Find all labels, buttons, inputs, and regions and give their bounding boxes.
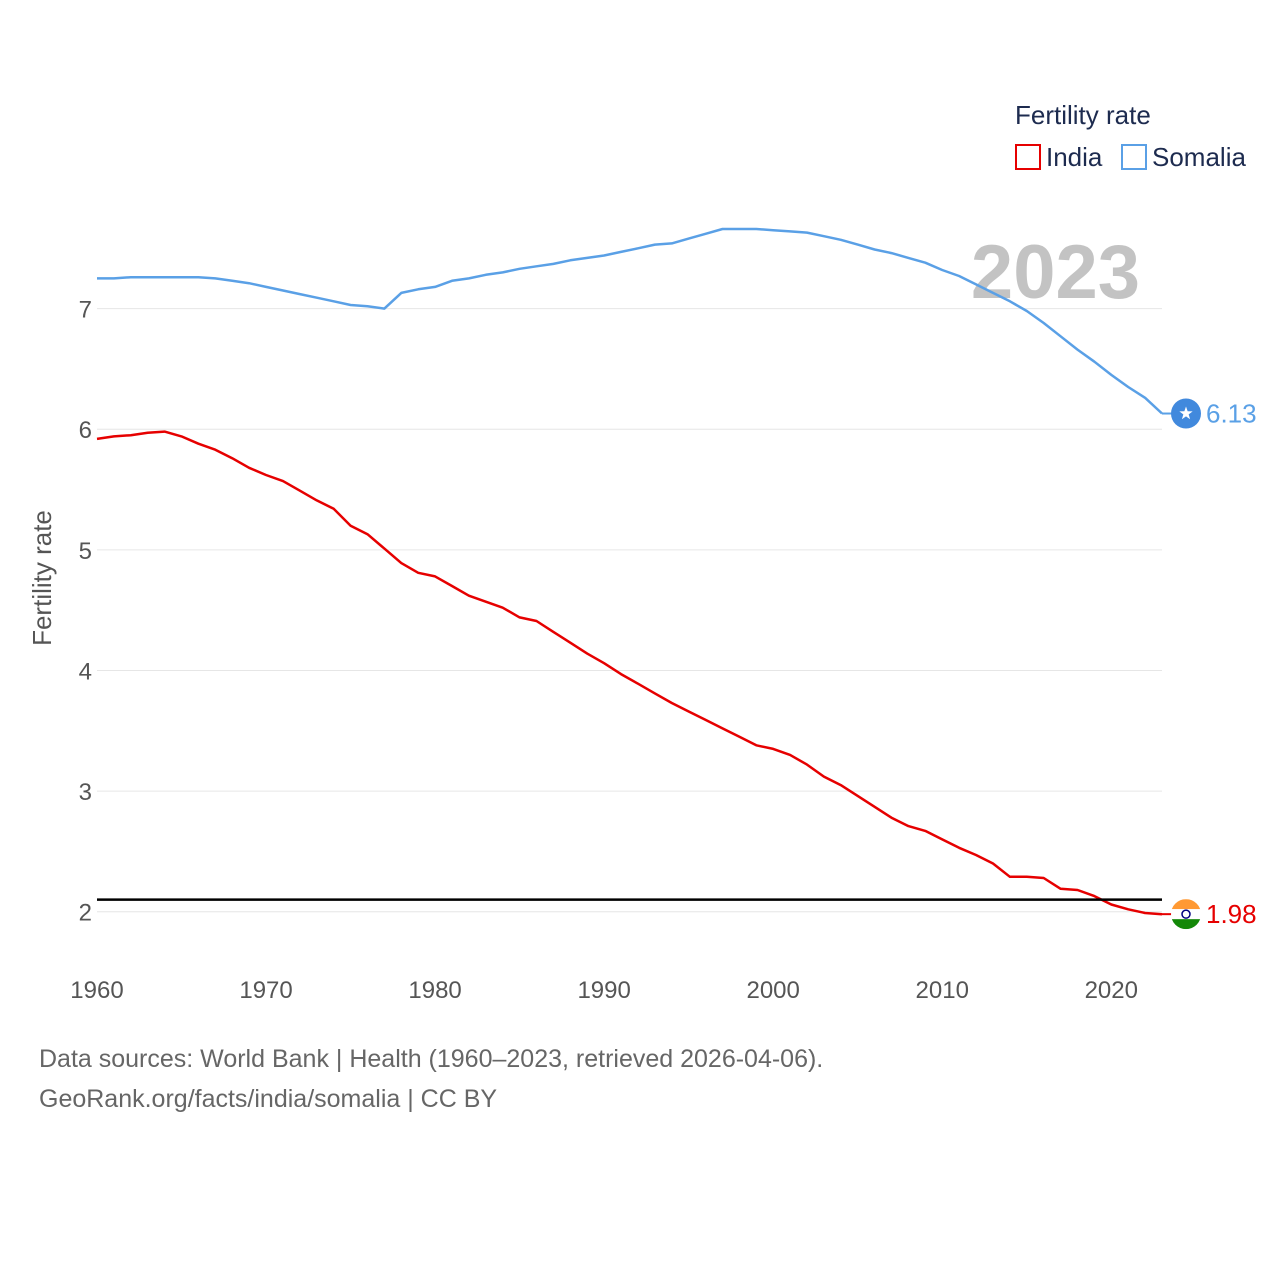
y-tick-label-7: 7 (79, 297, 92, 324)
source-note: Data sources: World Bank | Health (1960–… (39, 1045, 824, 1073)
y-tick-label-6: 6 (79, 417, 92, 444)
year-label: 2023 (971, 230, 1140, 315)
x-tick-label-1960: 1960 (70, 977, 123, 1004)
x-tick-label-2010: 2010 (916, 977, 969, 1004)
end-value-label-somalia: 6.13 (1206, 399, 1257, 429)
legend-label-india: India (1046, 142, 1103, 172)
y-axis-ticks: 2 3 4 5 6 7 (79, 297, 92, 927)
somalia-flag-icon (1171, 398, 1201, 429)
legend: Fertility rate India Somalia (1015, 100, 1246, 172)
x-tick-label-1970: 1970 (239, 977, 292, 1004)
x-axis-ticks: 1960 1970 1980 1990 2000 2010 2020 (70, 977, 1138, 1004)
series-layer (96, 227, 1163, 916)
x-tick-label-1990: 1990 (577, 977, 630, 1004)
legend-title: Fertility rate (1015, 100, 1151, 130)
x-tick-label-2000: 2000 (746, 977, 799, 1004)
end-markers: 1.98 6.13 (1162, 398, 1257, 930)
legend-item-india[interactable]: India (1015, 142, 1103, 172)
india-flag-icon (1171, 899, 1201, 930)
y-tick-label-2: 2 (79, 900, 92, 927)
y-tick-label-3: 3 (79, 779, 92, 806)
x-tick-label-1980: 1980 (408, 977, 461, 1004)
legend-swatch-india (1015, 144, 1041, 170)
legend-item-somalia[interactable]: Somalia (1121, 142, 1246, 172)
series-line-somalia[interactable] (97, 227, 1163, 415)
end-value-label-india: 1.98 (1206, 899, 1257, 929)
x-tick-label-2020: 2020 (1085, 977, 1138, 1004)
y-tick-label-5: 5 (79, 538, 92, 565)
legend-swatch-somalia (1121, 144, 1147, 170)
gridlines (97, 308, 1162, 913)
y-tick-label-4: 4 (79, 658, 92, 685)
y-axis-title: Fertility rate (27, 510, 57, 646)
source-url[interactable]: GeoRank.org/facts/india/somalia | CC BY (39, 1085, 498, 1113)
series-line-india[interactable] (96, 430, 1163, 916)
legend-label-somalia: Somalia (1152, 142, 1246, 172)
